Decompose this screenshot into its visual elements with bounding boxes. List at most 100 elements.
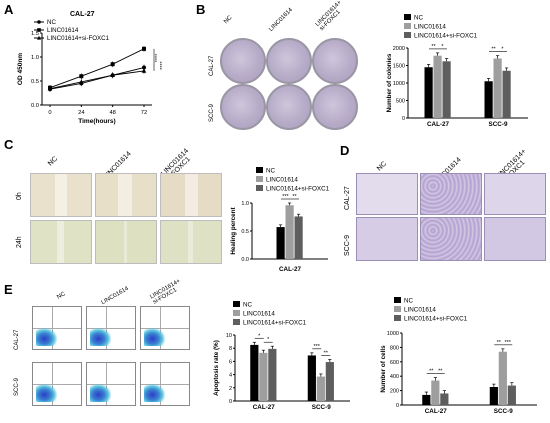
panel-a-sig-1: ****: [160, 61, 166, 70]
panel-a-point-2-0: [47, 86, 53, 91]
panel-e-cells-sig-0-1: **: [438, 369, 443, 375]
stain-scc9-linc: [420, 217, 482, 261]
panel-e-col-linc: LINC01614: [100, 285, 130, 307]
panel-c-legend-label-2: LINC01614+si-FOXC1: [266, 186, 330, 193]
panel-c-legend-swatch-1: [256, 176, 263, 182]
panel-e-apoptosis-ytick-label-5: 10: [226, 333, 232, 339]
panel-e-cells-ytick-label-2: 400: [390, 374, 399, 380]
panel-e-apoptosis-bar-0-0: [250, 344, 259, 401]
panel-e-cells-sig-1-0: **: [497, 340, 502, 346]
panel-a-point-1-2: [110, 62, 115, 67]
colony-plate-cal27-linc: [266, 38, 312, 84]
panel-b-row-scc9: SCC-9: [209, 103, 215, 122]
flow-plot-scc9-linc: [86, 362, 136, 406]
panel-e-cells-bar-0-2: [440, 393, 449, 405]
panel-b-col-nc: NC: [223, 14, 234, 26]
panel-b-ytick-label-2: 1000: [393, 81, 405, 87]
panel-e-apoptosis-legend-label-1: LINC01614: [243, 311, 275, 318]
panel-a-ytick-label-3: 1.5: [31, 31, 39, 37]
panel-a-legend-label-1: LINC01614: [47, 27, 79, 34]
panel-a-ytick-label-1: 0.5: [31, 79, 39, 85]
panel-e-col-nc: NC: [56, 291, 67, 301]
panel-a-point-0-3: [142, 65, 146, 70]
panel-label-c: C: [4, 137, 14, 152]
panel-b-sig-1-0: **: [491, 47, 496, 53]
scratch-0h-linc: [95, 173, 157, 217]
panel-e-cells-ytick-label-4: 800: [390, 345, 399, 351]
panel-e-apoptosis-bar-0-1: [259, 352, 268, 401]
panel-e-cells-ytick-label-1: 200: [390, 389, 399, 395]
panel-c-legend-swatch-0: [256, 167, 263, 173]
panel-b-legend-label-0: NC: [414, 15, 424, 22]
panel-b-ytick-label-0: 0: [402, 116, 405, 122]
colony-plate-cal27-si: [312, 38, 358, 84]
panel-label-e: E: [4, 282, 13, 297]
panel-b-bar-0-2: [442, 61, 451, 118]
panel-b-ytick-label-3: 1500: [393, 64, 405, 70]
panel-e-cells-sig-0-0: **: [429, 369, 434, 375]
panel-a-point-2-3: [141, 68, 147, 73]
panel-e-cells-sig-1-1: ***: [505, 340, 512, 346]
panel-b-ytick-label-1: 500: [396, 99, 405, 105]
panel-a-point-1-1: [79, 74, 84, 79]
panel-b-row-cal27: CAL-27: [209, 55, 215, 76]
panel-b-bar-1-1: [493, 58, 502, 118]
panel-a-sig-0: ****: [155, 53, 161, 62]
panel-label-d: D: [340, 143, 350, 158]
colony-plate-scc9-linc: [266, 84, 312, 130]
panel-e-row-cal27: CAL-27: [14, 329, 20, 350]
panel-e-cells-legend-label-1: LINC01614: [404, 307, 436, 314]
colony-plate-scc9-si: [312, 84, 358, 130]
panel-e-apoptosis-bar-0-2: [268, 348, 277, 401]
panel-b-col-linc: LINC01614: [268, 7, 295, 33]
panel-e-apoptosis-bar-1-0: [307, 355, 316, 401]
panel-e-apoptosis-bar-1-2: [325, 362, 334, 401]
panel-a-title: CAL-27: [70, 11, 95, 18]
panel-e-apoptosis-sig-1-1: **: [324, 350, 329, 356]
panel-d-row-scc9: SCC-9: [344, 234, 351, 256]
panel-a-xtick-label-1: 24: [78, 110, 85, 116]
colony-plate-cal27-nc: [220, 38, 266, 84]
flow-plot-scc9-nc: [32, 362, 82, 406]
flow-plot-cal27-linc: [86, 306, 136, 350]
panel-e-cells-bar-0-0: [422, 394, 431, 405]
panel-d-col-nc: NC: [376, 160, 389, 173]
panel-e-cells-legend-swatch-2: [394, 315, 401, 321]
panel-e-apoptosis-legend-label-0: NC: [243, 302, 253, 309]
panel-a-legend-label-0: NC: [47, 19, 56, 26]
panel-e-apoptosis-legend-swatch-1: [233, 310, 240, 316]
panel-a-legend-marker-1: [37, 28, 41, 32]
panel-c-ytick-label-1: 0.5: [241, 229, 249, 235]
scratch-24h-nc: [30, 220, 92, 264]
panel-c-legend-swatch-2: [256, 185, 263, 191]
panel-e-apoptosis-ytick-label-0: 0: [229, 399, 232, 405]
panel-b-bar-0-1: [433, 55, 442, 118]
panel-c-col-nc: NC: [47, 155, 60, 168]
panel-c-ylabel: Healing percent: [230, 206, 237, 254]
panel-e-cells-bar-1-2: [507, 385, 516, 405]
panel-e-cells-chart: NC LINC01614 LINC01614+si-FOXC1 0 200 400 600 8…: [380, 297, 537, 415]
panel-a-series-line-0: [49, 67, 145, 90]
panel-a-xlabel: Time(hours): [78, 118, 115, 125]
panel-e-row-scc9: SCC-9: [14, 377, 20, 396]
panel-a-ylabel: OD 450nm: [17, 53, 24, 85]
panel-b-legend-swatch-2: [404, 32, 411, 38]
flow-plot-scc9-si: [140, 362, 190, 406]
panel-e-cells-bar-1-0: [489, 387, 498, 405]
stain-scc9-si: [484, 217, 546, 261]
panel-a-point-2-2: [110, 72, 115, 78]
panel-e-apoptosis-bar-1-1: [316, 376, 325, 401]
panel-a-legend-marker-0: [37, 20, 41, 24]
scratch-24h-si: [160, 220, 222, 264]
panel-b-sig-1-1: *: [501, 47, 504, 53]
panel-c-bar-0-2: [294, 216, 303, 259]
panel-c-chart: NC LINC01614 LINC01614+si-FOXC1 0.0 0.5 1.0 He…: [230, 167, 330, 273]
panel-b-legend-label-2: LINC01614+si-FOXC1: [414, 33, 478, 40]
panel-e-cells-bar-0-1: [431, 380, 440, 405]
panel-e-apoptosis-ytick-label-3: 6: [229, 359, 232, 365]
panel-e-col-si: LINC01614+ si-FOXC1: [149, 278, 182, 306]
panel-e-cells-ylabel: Number of cells: [380, 345, 387, 393]
panel-c-xlabel: CAL-27: [279, 266, 302, 273]
stain-cal27-linc: [420, 173, 482, 215]
flow-plot-cal27-nc: [32, 306, 82, 350]
